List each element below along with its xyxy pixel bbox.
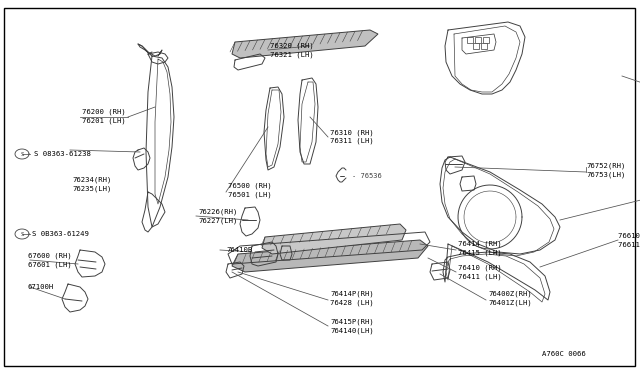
Text: S: S <box>20 151 24 157</box>
Text: 76414P(RH)
76428 (LH): 76414P(RH) 76428 (LH) <box>330 291 374 305</box>
Text: 76310 (RH)
76311 (LH): 76310 (RH) 76311 (LH) <box>330 129 374 144</box>
Text: S 0B363-61249: S 0B363-61249 <box>32 231 89 237</box>
Text: A760C 0066: A760C 0066 <box>542 351 586 357</box>
Text: 76752(RH)
76753(LH): 76752(RH) 76753(LH) <box>586 163 625 177</box>
Text: 76410B: 76410B <box>226 247 252 253</box>
Text: 67100H: 67100H <box>28 284 54 290</box>
Text: 76320 (RH)
76321 (LH): 76320 (RH) 76321 (LH) <box>270 42 314 58</box>
Text: 76415P(RH)
764140(LH): 76415P(RH) 764140(LH) <box>330 318 374 334</box>
Bar <box>481 43 487 49</box>
Bar <box>467 37 473 43</box>
Text: 76234(RH)
76235(LH): 76234(RH) 76235(LH) <box>72 176 111 192</box>
Polygon shape <box>232 30 378 58</box>
Text: 76410 (RH)
76411 (LH): 76410 (RH) 76411 (LH) <box>458 264 502 279</box>
Bar <box>483 37 489 43</box>
Text: 67600 (RH)
67601 (LH): 67600 (RH) 67601 (LH) <box>28 253 72 267</box>
Bar <box>473 43 479 49</box>
Text: 76400Z(RH)
76401Z(LH): 76400Z(RH) 76401Z(LH) <box>488 291 532 305</box>
Text: - 76536: - 76536 <box>352 173 381 179</box>
Text: 76200 (RH)
76201 (LH): 76200 (RH) 76201 (LH) <box>82 109 125 124</box>
Polygon shape <box>232 240 428 272</box>
Text: 76414 (RH)
76415 (LH): 76414 (RH) 76415 (LH) <box>458 241 502 256</box>
Text: 76500 (RH)
76501 (LH): 76500 (RH) 76501 (LH) <box>228 183 272 198</box>
Text: S 08363-61238: S 08363-61238 <box>34 151 91 157</box>
Text: 76226(RH)
76227(LH): 76226(RH) 76227(LH) <box>198 208 237 224</box>
Polygon shape <box>262 224 406 254</box>
Bar <box>475 37 481 43</box>
Text: S: S <box>20 231 24 237</box>
Text: 76610 (RH)
76611 (LH): 76610 (RH) 76611 (LH) <box>618 232 640 247</box>
